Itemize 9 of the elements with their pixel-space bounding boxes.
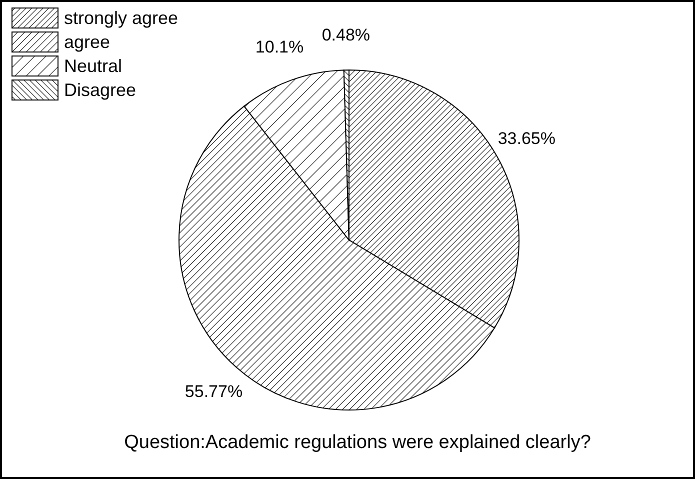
text: Question:Academic regulations were explained clearly? <box>124 432 591 454</box>
legend-label: Neutral <box>64 56 122 76</box>
legend-label: agree <box>64 32 110 52</box>
data-label: 33.65% <box>498 129 556 148</box>
legend-label: strongly agree <box>64 8 178 28</box>
data-label: 0.48% <box>322 26 370 45</box>
data-label: 10.1% <box>255 38 304 57</box>
legend-label: Disagree <box>64 80 136 100</box>
data-label: 55.77% <box>184 382 243 402</box>
